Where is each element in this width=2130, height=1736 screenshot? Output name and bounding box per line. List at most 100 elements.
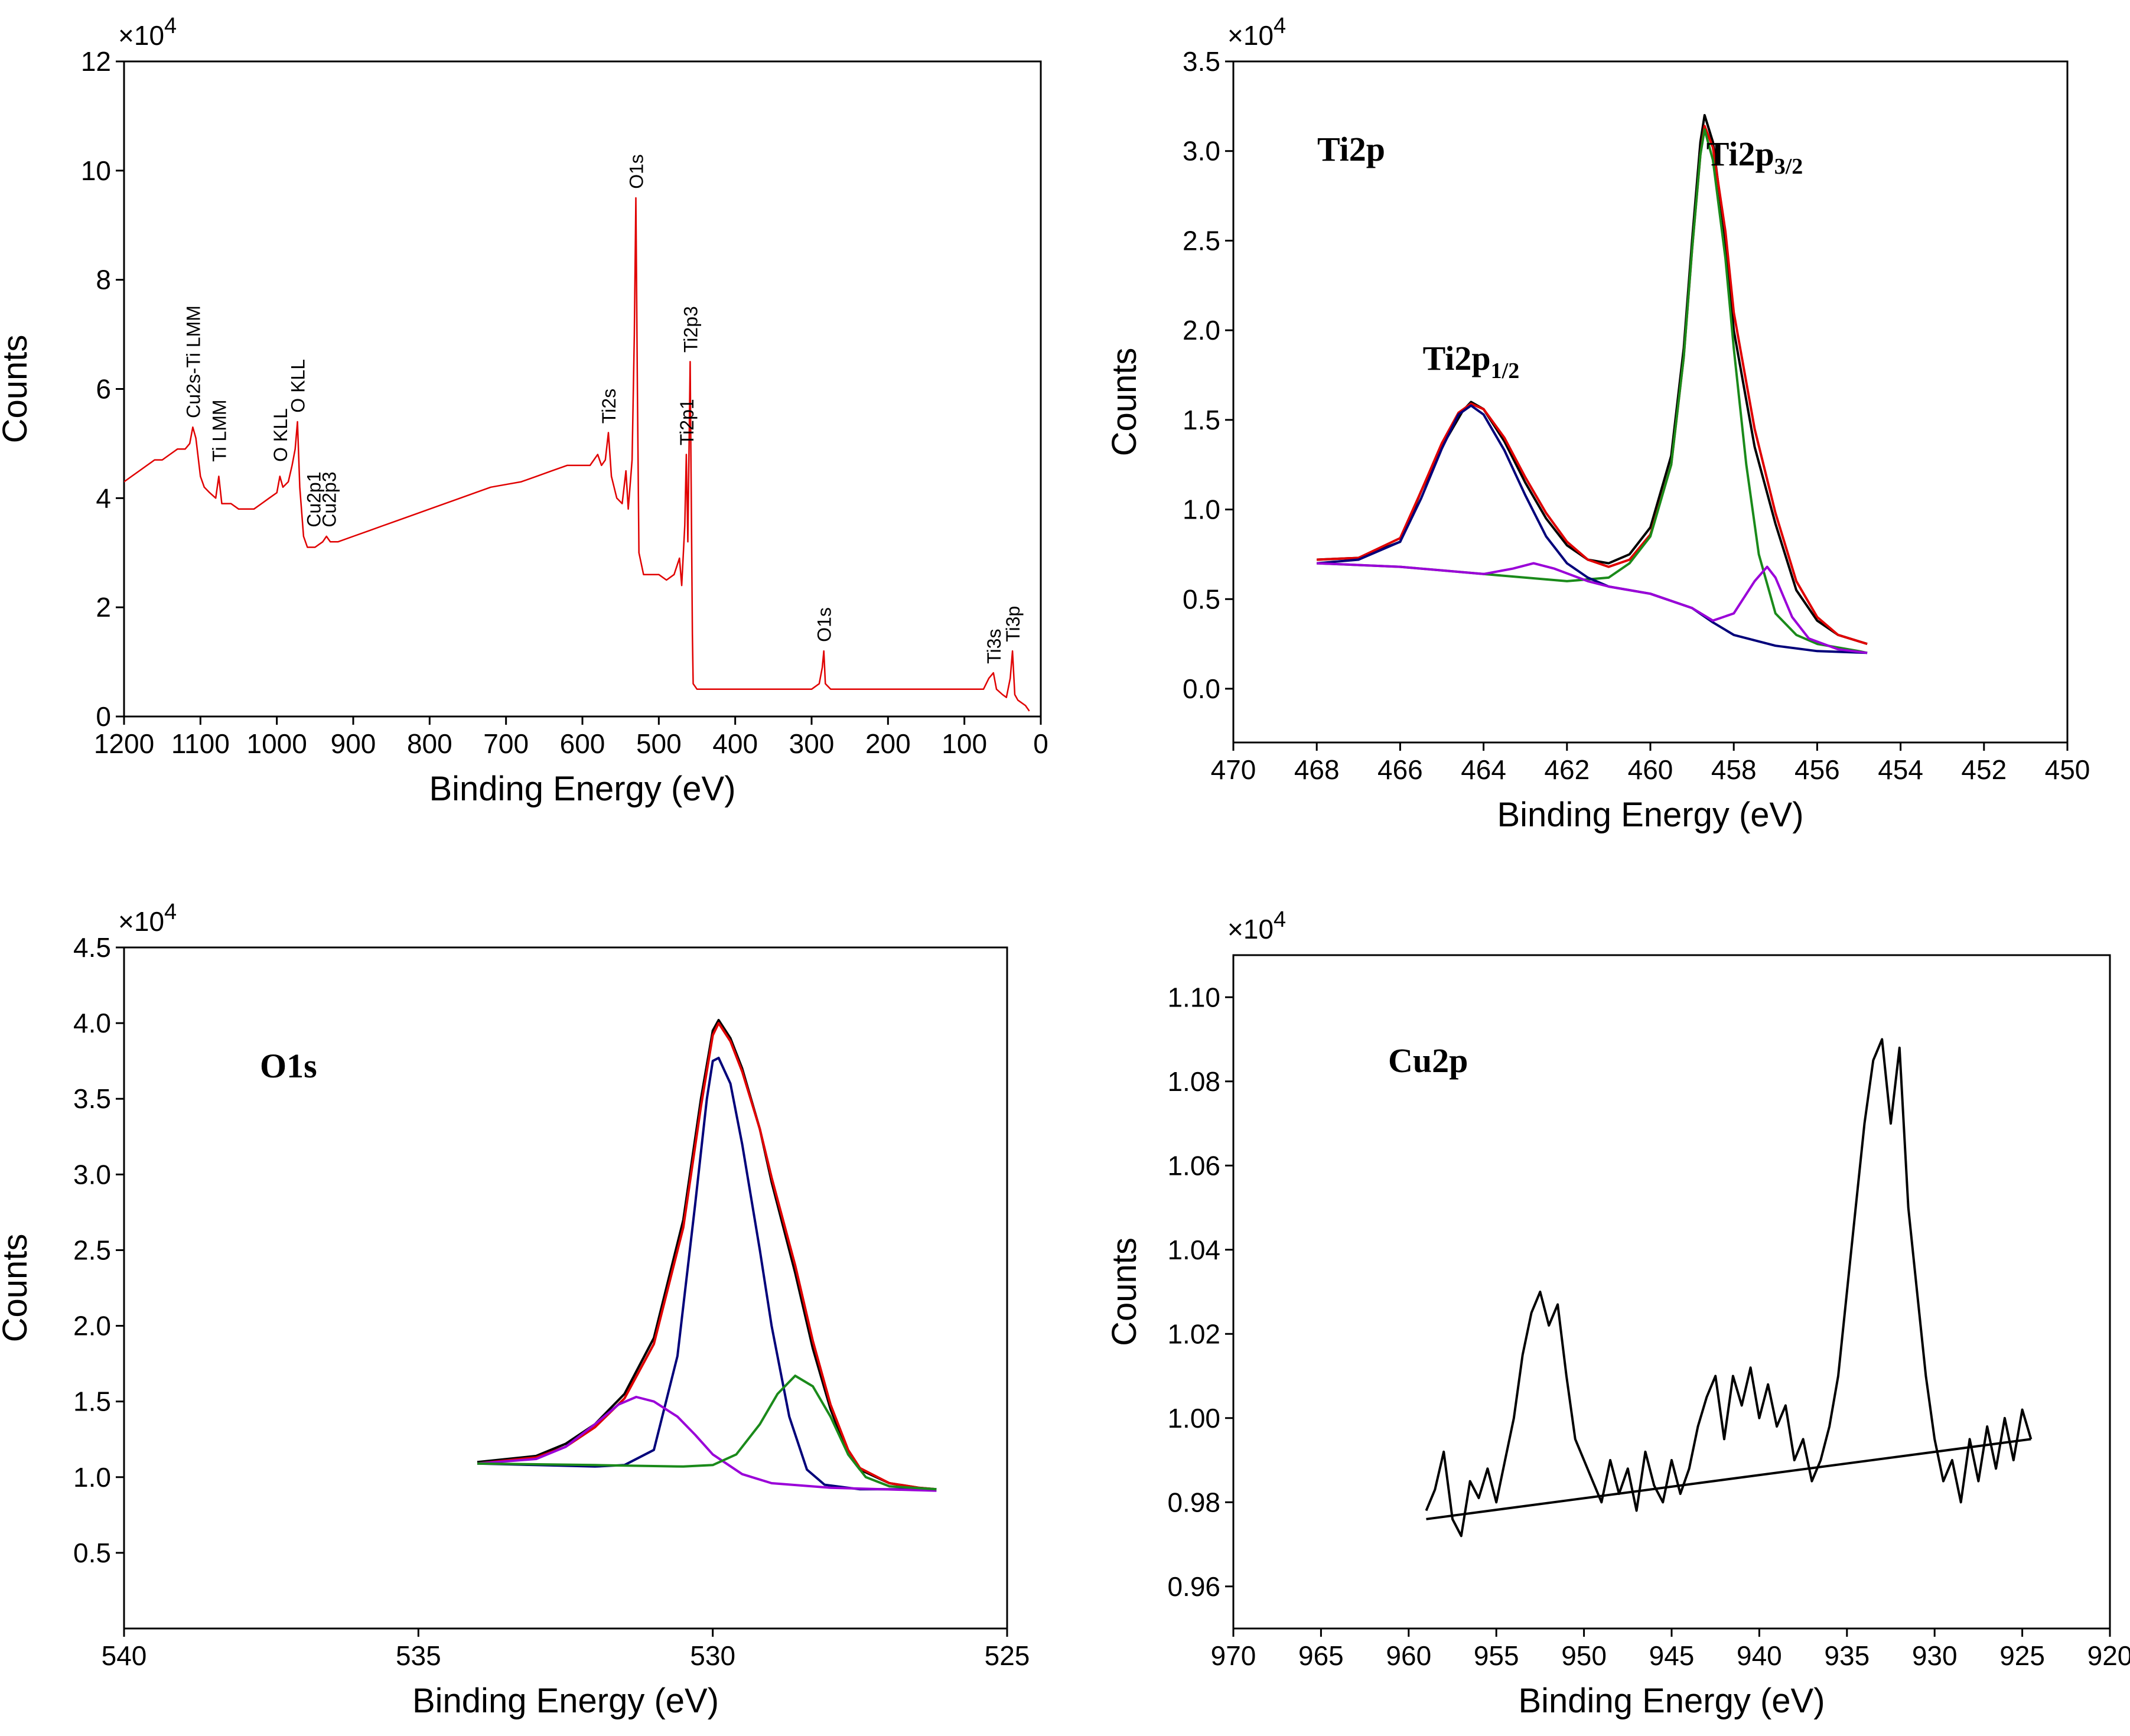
x-tick-label: 462: [1544, 754, 1590, 785]
x-tick-label: 600: [560, 728, 605, 759]
peak-label: Ti2p3/2: [1706, 135, 1803, 179]
y-tick-label: 12: [81, 46, 111, 77]
y-tick-label: 2: [96, 592, 111, 623]
peak-annotation: Cu2s-Ti LMM: [183, 305, 204, 418]
peak-annotation: Cu2p1: [304, 471, 325, 527]
y-tick-label: 1.06: [1167, 1150, 1220, 1181]
y-tick-label: 4.0: [73, 1008, 111, 1038]
y-tick-label: 1.5: [73, 1386, 111, 1417]
x-tick-label: 1200: [94, 728, 154, 759]
x-tick-label: 450: [2045, 754, 2090, 785]
x-tick-label: 464: [1461, 754, 1506, 785]
x-axis-label: Binding Energy (eV): [1497, 796, 1803, 834]
x-tick-label: 1100: [171, 728, 230, 759]
peak-label-subscript: 3/2: [1774, 154, 1803, 179]
y-tick-label: 2.0: [73, 1311, 111, 1341]
series-line-satellite-fit: [1317, 562, 1868, 654]
plot-frame: [123, 60, 1042, 718]
peak-annotation: Ti2p3: [680, 306, 701, 353]
x-tick-label: 300: [789, 728, 835, 759]
series-line-background: [1426, 1438, 2031, 1520]
panel-title: O1s: [260, 1047, 317, 1085]
x-tick-label: 945: [1649, 1640, 1695, 1671]
x-tick-label: 1000: [246, 728, 307, 759]
peak-annotation: O1s: [626, 154, 647, 189]
x-axis-label: Binding Energy (eV): [429, 770, 735, 808]
peak-annotation: Ti3s: [983, 629, 1005, 664]
y-tick-label: 1.0: [73, 1462, 111, 1493]
y-tick-label: 2.0: [1183, 315, 1220, 346]
panel-title: Cu2p: [1388, 1041, 1468, 1080]
series-line-lattice-o-fit: [477, 1057, 937, 1491]
chart-o1s: 540 535 530 525 0.5 1.0 1.5 2.0 2.5 3.0 3.5 4.0 4.5 B…: [0, 900, 1030, 1720]
y-tick-label: 4: [96, 483, 111, 513]
y-tick-label: 1.02: [1167, 1318, 1220, 1349]
peak-annotation: O KLL: [288, 359, 309, 413]
chart-survey: 1200 1100 1000 900 800 700 600 500 400 300 200 100 0…: [0, 14, 1048, 808]
axis-multiplier-exponent: 4: [1274, 907, 1286, 932]
x-tick-label: 525: [985, 1640, 1030, 1671]
y-tick-label: 3.5: [73, 1083, 111, 1114]
x-tick-label: 950: [1561, 1640, 1607, 1671]
axis-multiplier-exponent: 4: [164, 14, 177, 38]
y-tick-label: 1.04: [1167, 1235, 1220, 1265]
x-axis-label: Binding Energy (eV): [1518, 1682, 1825, 1720]
x-tick-label: 955: [1474, 1640, 1519, 1671]
x-tick-label: 456: [1794, 754, 1840, 785]
axis-multiplier: ×104: [1227, 14, 1286, 51]
chart-cu2p: 970 965 960 955 950 945 940 935 930 925 920 0.96 0.9…: [1105, 907, 2130, 1720]
x-tick-label: 540: [102, 1640, 147, 1671]
x-tick-label: 960: [1386, 1640, 1431, 1671]
x-tick-label: 920: [2087, 1640, 2130, 1671]
x-tick-label: 466: [1377, 754, 1423, 785]
axis-multiplier-exponent: 4: [164, 900, 177, 924]
axis-multiplier-exponent: 4: [1274, 14, 1286, 38]
plot-frame: [123, 946, 1008, 1630]
x-tick-label: 700: [483, 728, 529, 759]
x-tick-label: 0: [1033, 728, 1048, 759]
x-axis-label: Binding Energy (eV): [412, 1682, 719, 1720]
x-tick-label: 940: [1737, 1640, 1782, 1671]
peak-label-main: Ti2p: [1706, 135, 1774, 173]
peak-annotation: O1s: [814, 607, 835, 642]
x-tick-label: 970: [1211, 1640, 1256, 1671]
peak-annotation: Ti2p1: [676, 399, 698, 445]
series-line-survey-spectrum: [124, 197, 1030, 712]
x-tick-label: 925: [1999, 1640, 2045, 1671]
x-tick-label: 470: [1211, 754, 1256, 785]
series-line-raw: [1425, 1038, 2033, 1538]
series-line-raw: [1317, 114, 1868, 646]
series-line-cu-o-fit: [477, 1375, 937, 1491]
y-tick-label: 6: [96, 374, 111, 405]
peak-annotation: Ti3p: [1002, 606, 1024, 642]
x-tick-label: 458: [1711, 754, 1757, 785]
y-tick-label: 0.98: [1167, 1487, 1220, 1517]
x-tick-label: 200: [865, 728, 911, 759]
x-tick-label: 452: [1961, 754, 2007, 785]
y-tick-label: 1.5: [1183, 405, 1220, 435]
series-line-ti2p1-2-fit: [1317, 404, 1868, 654]
y-axis-label: Counts: [0, 335, 34, 444]
axis-multiplier: ×104: [1227, 907, 1286, 944]
axis-multiplier: ×104: [118, 14, 177, 51]
y-axis-label: Counts: [0, 1234, 34, 1343]
x-tick-label: 900: [331, 728, 376, 759]
y-tick-label: 0.96: [1167, 1571, 1220, 1602]
y-tick-label: 3.0: [1183, 136, 1220, 167]
x-tick-label: 454: [1878, 754, 1923, 785]
series-line-ti2p3-2-fit: [1317, 128, 1868, 654]
y-tick-label: 0.5: [1183, 584, 1220, 614]
y-tick-label: 2.5: [1183, 225, 1220, 256]
x-tick-label: 535: [396, 1640, 441, 1671]
peak-annotation: O KLL: [270, 408, 291, 462]
y-tick-label: 1.08: [1167, 1066, 1220, 1097]
y-axis-label: Counts: [1105, 1237, 1144, 1346]
peak-annotation: Ti LMM: [209, 399, 230, 461]
y-tick-label: 0.0: [1183, 673, 1220, 704]
panel-title: Ti2p: [1317, 130, 1385, 168]
peak-annotation: Cu2p3: [319, 471, 340, 527]
x-tick-label: 468: [1294, 754, 1340, 785]
y-tick-label: 3.5: [1183, 46, 1220, 77]
